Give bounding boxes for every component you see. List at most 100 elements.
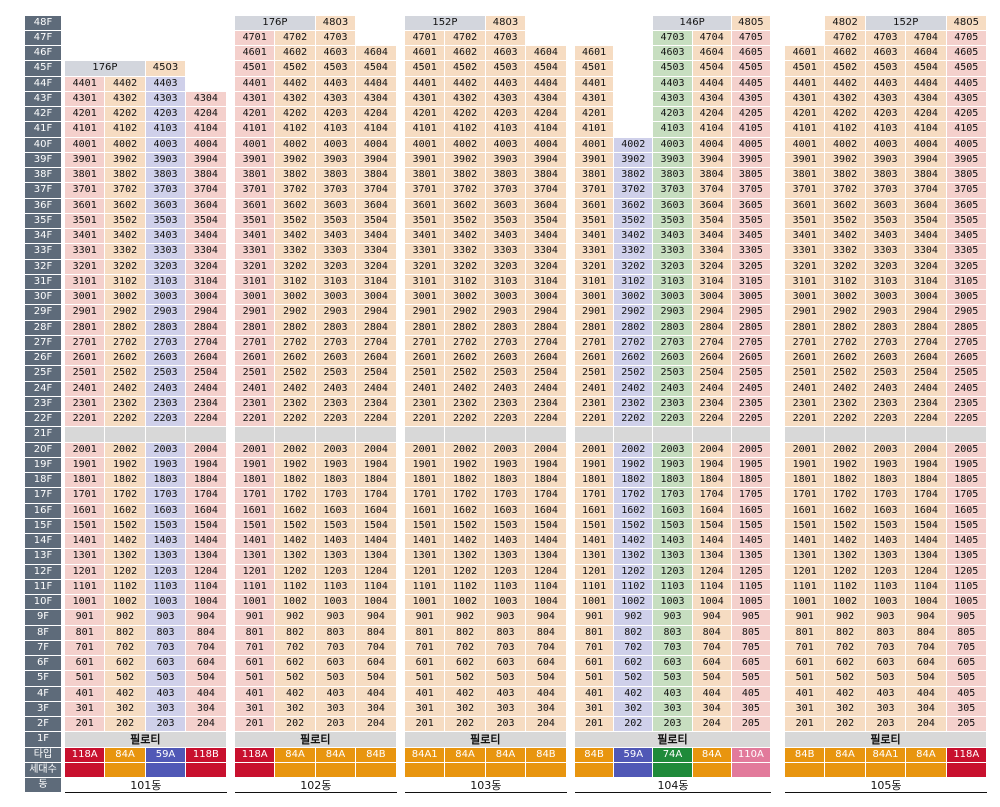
unit-cell: 3603: [315, 198, 356, 213]
unit-cell: 1402: [275, 534, 315, 549]
unit-cell: 4201: [235, 107, 275, 122]
unit-cell: 2201: [65, 412, 105, 427]
unit-cell: 2901: [65, 305, 105, 320]
unit-cell: 1903: [315, 457, 356, 472]
unit-cell: 1705: [946, 488, 986, 503]
unit-cell: 1602: [825, 503, 865, 518]
unit-type-badge: 74A: [653, 747, 692, 762]
unit-cell: 3405: [731, 229, 770, 244]
unit-cell: 4004: [692, 137, 731, 152]
unit-cell: 2501: [785, 366, 825, 381]
unit-cell: 1301: [575, 549, 614, 564]
unit-cell: 602: [445, 656, 485, 671]
floor-label: 40F: [25, 137, 61, 152]
unit-cell: 3301: [575, 244, 614, 259]
unit-cell: 4503: [865, 61, 906, 76]
unit-cell: 3401: [235, 229, 275, 244]
unit-cell: 3901: [575, 152, 614, 167]
unit-cell: 1001: [405, 595, 445, 610]
unit-cell: 1902: [825, 457, 865, 472]
unit-cell: 3202: [614, 259, 653, 274]
unit-cell: 1301: [65, 549, 105, 564]
unit-cell: 3801: [785, 168, 825, 183]
unit-cell: 4405: [731, 76, 770, 91]
unit-cell: 1105: [731, 579, 770, 594]
unit-cell: 903: [485, 610, 526, 625]
unit-cell: 204: [356, 717, 396, 732]
unit-cell: 2702: [614, 335, 653, 350]
unit-cell: 4203: [485, 107, 526, 122]
unit-cell: 2301: [235, 396, 275, 411]
households-bar: [825, 762, 865, 777]
refuge-floor: [445, 427, 485, 442]
unit-cell: 2204: [186, 412, 226, 427]
unit-cell: 1604: [906, 503, 946, 518]
unit-cell: 902: [445, 610, 485, 625]
unit-cell: 1804: [356, 473, 396, 488]
unit-cell: 2501: [235, 366, 275, 381]
unit-cell: 2301: [65, 396, 105, 411]
unit-cell: 303: [865, 701, 906, 716]
unit-cell: 804: [906, 625, 946, 640]
unit-cell: 3205: [946, 259, 986, 274]
unit-cell: 3502: [275, 213, 315, 228]
unit-cell: 4404: [692, 76, 731, 91]
unit-header: 4503: [145, 61, 186, 76]
unit-cell: 3201: [235, 259, 275, 274]
unit-cell: 1001: [575, 595, 614, 610]
unit-cell: 2003: [315, 442, 356, 457]
unit-cell: 3904: [692, 152, 731, 167]
unit-cell: 3801: [65, 168, 105, 183]
unit-cell: 1101: [785, 579, 825, 594]
unit-cell: 1805: [731, 473, 770, 488]
unit-cell: 1603: [865, 503, 906, 518]
unit-cell: 3804: [692, 168, 731, 183]
refuge-floor: [906, 427, 946, 442]
unit-cell: 1004: [692, 595, 731, 610]
unit-cell: 703: [485, 640, 526, 655]
unit-cell: 4002: [275, 137, 315, 152]
unit-cell: 2705: [946, 335, 986, 350]
unit-cell: 4504: [356, 61, 396, 76]
unit-cell: 2901: [785, 305, 825, 320]
unit-cell: 1903: [145, 457, 186, 472]
unit-cell: 3002: [105, 290, 145, 305]
unit-cell: 2203: [653, 412, 692, 427]
unit-cell: 3103: [865, 274, 906, 289]
unit-type-badge: 84B: [785, 747, 825, 762]
floor-label: 35F: [25, 213, 61, 228]
unit-cell: 3502: [614, 213, 653, 228]
unit-cell: 2603: [145, 351, 186, 366]
unit-cell: 4403: [145, 76, 186, 91]
unit-cell: 505: [731, 671, 770, 686]
unit-cell: 601: [405, 656, 445, 671]
unit-cell: 2301: [405, 396, 445, 411]
unit-cell: 4003: [315, 137, 356, 152]
unit-type-badge: 84A: [445, 747, 485, 762]
unit-cell: 803: [865, 625, 906, 640]
unit-cell: 2205: [731, 412, 770, 427]
unit-cell: 304: [906, 701, 946, 716]
unit-cell: 401: [65, 686, 105, 701]
unit-cell: 3501: [65, 213, 105, 228]
floor-label: 33F: [25, 244, 61, 259]
unit-cell: 1304: [186, 549, 226, 564]
unit-cell: 401: [235, 686, 275, 701]
unit-cell: 1302: [825, 549, 865, 564]
unit-cell: 4201: [65, 107, 105, 122]
unit-cell: 1402: [825, 534, 865, 549]
unit-cell: 3003: [865, 290, 906, 305]
unit-cell: 2602: [445, 351, 485, 366]
unit-cell: 403: [865, 686, 906, 701]
unit-cell: 2701: [405, 335, 445, 350]
unit-cell: 302: [445, 701, 485, 716]
unit-cell: 4505: [946, 61, 986, 76]
unit-cell: 504: [526, 671, 566, 686]
unit-cell: 3004: [526, 290, 566, 305]
unit-cell: 3804: [526, 168, 566, 183]
unit-cell: 1405: [731, 534, 770, 549]
unit-cell: 3102: [445, 274, 485, 289]
unit-cell: 1704: [356, 488, 396, 503]
floor-label: 14F: [25, 534, 61, 549]
unit-cell: 3203: [653, 259, 692, 274]
